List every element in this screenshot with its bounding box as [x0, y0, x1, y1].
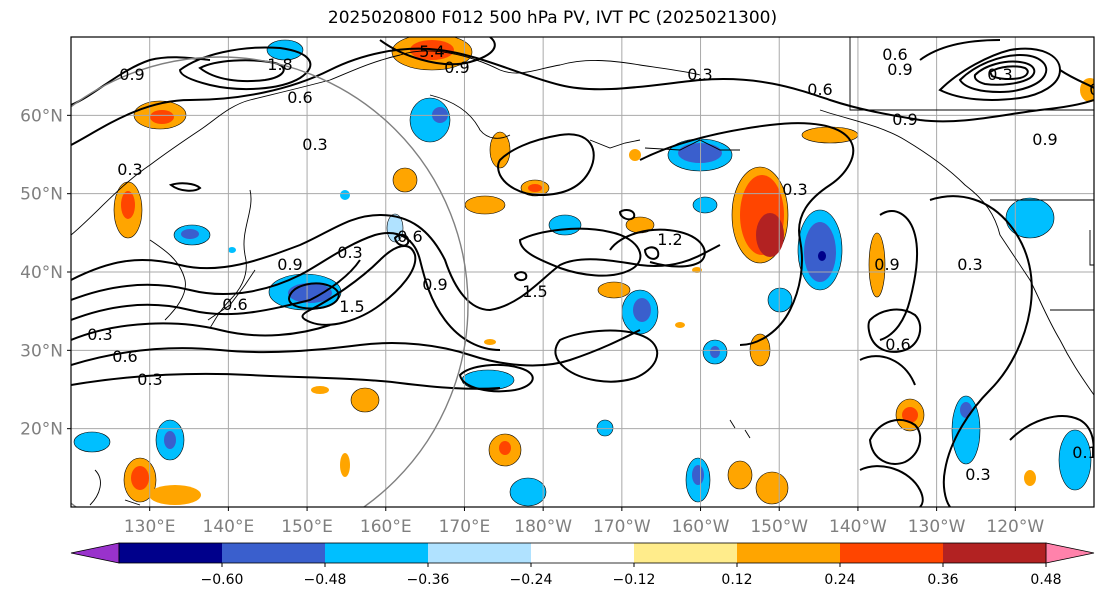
contour-label: 0.3	[137, 370, 162, 389]
colorbar-segment	[943, 543, 1047, 563]
colorbar-tick-label: −0.12	[613, 572, 656, 588]
contour-label: 0.6	[287, 88, 312, 107]
colorbar-tick-label: 0.36	[927, 572, 958, 588]
reference-circle	[71, 56, 469, 507]
colorbar-tick-label: −0.36	[407, 572, 450, 588]
colorbar-tick-label: 0.12	[721, 572, 752, 588]
lon-tick-label: 180°W	[514, 517, 572, 537]
colorbar-outline	[118, 542, 1047, 564]
colorbar-extend-low	[70, 542, 120, 564]
contour-label: 0.6	[222, 295, 247, 314]
colorbar-segment	[222, 543, 326, 563]
contour-labels: 0.91.80.60.35.40.9 0.30.60.60.90.90.30.90…	[87, 42, 1105, 484]
contour-label: 1.5	[339, 297, 364, 316]
colorbar: −0.60 −0.48 −0.36 −0.24 −0.12 0.12 0.24 0.36 0.4…	[70, 542, 1095, 588]
negative-anomaly-patches	[73, 39, 1092, 507]
lon-tick-label: 160°W	[672, 517, 730, 537]
lon-tick-label: 170°E	[439, 517, 491, 537]
contour-label: 0.9	[1032, 130, 1057, 149]
contour-label: 0.6	[112, 347, 137, 366]
contour-label: 0.9	[422, 275, 447, 294]
lon-tick-label: 130°W	[908, 517, 966, 537]
contour-label: 0.3	[302, 135, 327, 154]
contour-label: 0.9	[119, 65, 144, 84]
colorbar-tick-label: −0.48	[304, 572, 347, 588]
lon-tick-label: 140°E	[203, 517, 255, 537]
lon-tick-label: 120°W	[986, 517, 1044, 537]
contour-label: 0.6	[397, 227, 422, 246]
contour-label: 0.3	[117, 160, 142, 179]
contour-label: 0.6	[882, 45, 907, 64]
contour-label: 0.9	[887, 60, 912, 79]
colorbar-segment	[325, 543, 429, 563]
lat-tick-label: 40°N	[20, 263, 63, 283]
contour-label: 0.9	[892, 110, 917, 129]
lon-tick-label: 140°W	[829, 517, 887, 537]
colorbar-segment	[634, 543, 738, 563]
lat-tick-label: 20°N	[20, 420, 63, 440]
lon-tick-label: 170°W	[593, 517, 651, 537]
contour-label: 0.9	[444, 58, 469, 77]
contour-label: 0.6	[1089, 80, 1105, 99]
contour-label: 0.3	[687, 65, 712, 84]
contour-label: 1.8	[267, 55, 292, 74]
contour-label: 0.1	[1072, 443, 1097, 462]
lat-tick-label: 60°N	[20, 106, 63, 126]
lon-tick-label: 160°E	[360, 517, 412, 537]
contour-label: 0.9	[874, 255, 899, 274]
contour-label: 0.6	[885, 335, 910, 354]
lat-tick-label: 30°N	[20, 341, 63, 361]
colorbar-tick-label: 0.24	[824, 572, 855, 588]
contour-label: 0.3	[965, 465, 990, 484]
colorbar-segment	[119, 543, 223, 563]
colorbar-tick-label: −0.24	[510, 572, 553, 588]
contour-label: 1.5	[522, 282, 547, 301]
contour-label: 0.3	[782, 180, 807, 199]
colorbar-tick-label: −0.60	[201, 572, 244, 588]
colorbar-extend-high	[1045, 542, 1095, 564]
colorbar-tick-label: 0.48	[1030, 572, 1061, 588]
contour-label: 5.4	[419, 42, 444, 61]
contour-label: 0.3	[87, 325, 112, 344]
lat-tick-label: 50°N	[20, 185, 63, 205]
contour-label: 0.3	[957, 255, 982, 274]
chart-title: 2025020800 F012 500 hPa PV, IVT PC (2025…	[327, 8, 778, 28]
contour-label: 0.9	[277, 255, 302, 274]
lon-tick-label: 130°E	[124, 517, 176, 537]
colorbar-segment	[737, 543, 841, 563]
colorbar-segment	[840, 543, 944, 563]
colorbar-segment	[531, 543, 635, 563]
axis-ticks: 60°N 50°N 40°N 30°N 20°N 130°E 140°E 150°E 160°E…	[20, 106, 1044, 537]
lon-tick-label: 150°W	[750, 517, 808, 537]
contour-label: 1.2	[657, 230, 682, 249]
contour-label: 0.3	[987, 65, 1012, 84]
pv-contours	[71, 37, 1094, 507]
contour-label: 0.3	[337, 243, 362, 262]
lon-tick-label: 150°E	[281, 517, 333, 537]
ivt-shading-layer	[73, 37, 1094, 507]
map-gridlines	[71, 37, 1094, 507]
colorbar-segment	[428, 543, 532, 563]
contour-label: 0.6	[807, 80, 832, 99]
